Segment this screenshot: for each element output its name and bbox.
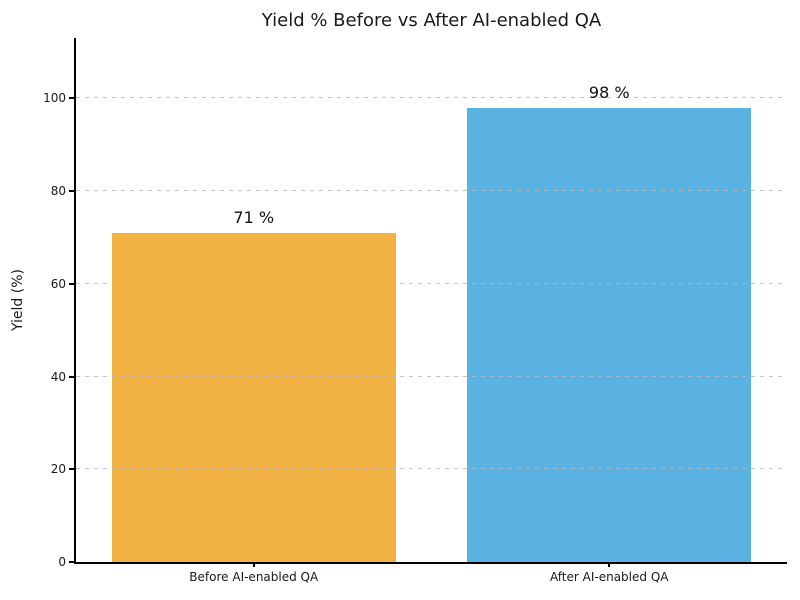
y-tick-mark xyxy=(69,375,74,378)
y-tick-mark xyxy=(69,282,74,285)
x-tick-mark xyxy=(252,562,255,567)
y-tick-label: 0 xyxy=(58,555,66,569)
y-tick-mark xyxy=(69,190,74,193)
y-axis-spine xyxy=(74,38,76,564)
bar-value-label: 98 % xyxy=(588,82,630,102)
gridline xyxy=(76,282,787,284)
y-tick-mark xyxy=(69,468,74,471)
bar-after xyxy=(467,107,752,562)
y-tick-label: 40 xyxy=(50,369,66,384)
y-tick-label: 20 xyxy=(50,462,66,477)
x-axis-spine xyxy=(74,562,787,564)
bar-value-label: 71 % xyxy=(233,207,275,227)
y-tick-mark xyxy=(69,561,74,563)
gridline xyxy=(76,97,787,99)
x-tick-label: Before AI-enabled QA xyxy=(189,570,319,584)
gridline xyxy=(76,190,787,192)
y-tick-mark xyxy=(69,97,74,100)
x-tick-mark xyxy=(608,562,611,567)
gridline xyxy=(76,468,787,470)
x-tick-label: After AI-enabled QA xyxy=(550,570,669,584)
chart-title: Yield % Before vs After AI-enabled QA xyxy=(261,10,602,31)
y-tick-label: 80 xyxy=(50,184,66,199)
bar-before xyxy=(111,232,396,562)
y-tick-label: 100 xyxy=(43,91,66,106)
plot-area: 71 % 98 % xyxy=(74,38,787,564)
gridline xyxy=(76,375,787,377)
y-tick-label: 60 xyxy=(50,276,66,291)
y-axis-label: Yield (%) xyxy=(10,268,26,332)
